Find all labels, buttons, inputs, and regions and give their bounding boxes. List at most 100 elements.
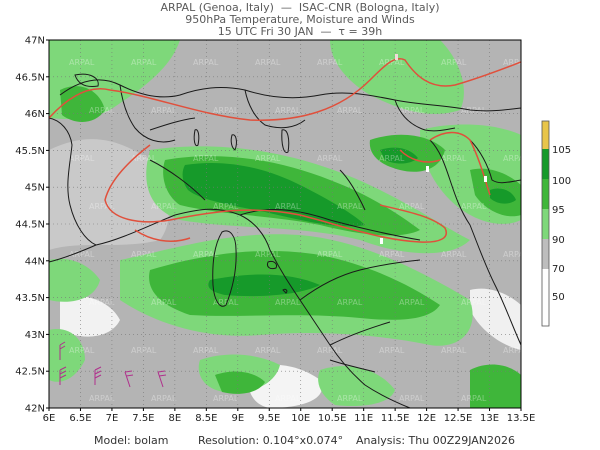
watermark-text: ARPAL	[523, 394, 549, 403]
station-markers	[380, 54, 487, 244]
model-value: bolam	[134, 434, 169, 447]
watermark-text: ARPAL	[89, 298, 115, 307]
watermark-text: ARPAL	[213, 394, 239, 403]
header-institutions: ARPAL (Genoa, Italy) — ISAC-CNR (Bologna…	[160, 1, 440, 14]
watermark-text: ARPAL	[193, 346, 219, 355]
watermark-text: ARPAL	[69, 58, 95, 67]
resolution-label: Resolution:	[198, 434, 260, 447]
lon-tick-label: 9.5E	[258, 413, 280, 424]
watermark-text: ARPAL	[89, 106, 115, 115]
colorbar-segment-105	[542, 121, 549, 149]
watermark-text: ARPAL	[337, 106, 363, 115]
lon-tick-label: 6.5E	[69, 413, 91, 424]
watermark-text: ARPAL	[275, 298, 301, 307]
resolution-value: 0.104°x0.074°	[262, 434, 344, 447]
lon-tick-label: 9E	[231, 413, 244, 424]
colorbar-segment-95	[542, 179, 549, 209]
footer-analysis: Analysis: Thu 00Z29JAN2026	[356, 434, 515, 447]
watermark-text: ARPAL	[131, 154, 157, 163]
watermark-text: ARPAL	[503, 250, 529, 259]
wind-barbs	[59, 341, 167, 388]
lat-tick-label: 43.5N	[15, 293, 45, 304]
watermark-text: ARPAL	[503, 346, 529, 355]
colorbar-segment-50	[542, 269, 549, 326]
footer-model: Model: bolam	[94, 434, 168, 447]
colorbar-label-70: 70	[552, 264, 565, 275]
watermark-text: ARPAL	[441, 346, 467, 355]
lat-tick-label: 46N	[25, 109, 45, 120]
watermark-text: ARPAL	[69, 346, 95, 355]
watermark-layer: ARPAL ARPAL ARPAL ARPAL ARPAL ARPAL ARPAL ARPAL…	[69, 58, 549, 403]
lat-tick-label: 43N	[25, 330, 45, 341]
watermark-text: ARPAL	[151, 202, 177, 211]
watermark-text: ARPAL	[441, 154, 467, 163]
watermark-text: ARPAL	[89, 394, 115, 403]
watermark-text: ARPAL	[317, 58, 343, 67]
lat-tick-label: 44.5N	[15, 220, 45, 231]
lat-tick-label: 47N	[25, 36, 45, 47]
watermark-text: ARPAL	[441, 58, 467, 67]
watermark-text: ARPAL	[441, 250, 467, 259]
lat-tick-label: 45.5N	[15, 146, 45, 157]
watermark-text: ARPAL	[379, 154, 405, 163]
footer-resolution: Resolution: 0.104°x0.074°	[198, 434, 343, 447]
watermark-text: ARPAL	[131, 58, 157, 67]
lon-tick-label: 13E	[480, 413, 499, 424]
lon-tick-label: 12E	[417, 413, 436, 424]
watermark-text: ARPAL	[131, 346, 157, 355]
watermark-text: ARPAL	[255, 58, 281, 67]
colorbar: 105 100 95 90 70 50	[541, 120, 571, 327]
lon-tick-label: 12.5E	[444, 413, 473, 424]
model-label: Model:	[94, 434, 131, 447]
watermark-text: ARPAL	[193, 58, 219, 67]
watermark-text: ARPAL	[461, 394, 487, 403]
watermark-text: ARPAL	[399, 298, 425, 307]
watermark-text: ARPAL	[255, 154, 281, 163]
lon-tick-label: 11.5E	[381, 413, 410, 424]
temperature-isolines	[49, 58, 521, 243]
watermark-text: ARPAL	[317, 154, 343, 163]
watermark-text: ARPAL	[337, 298, 363, 307]
lon-tick-label: 13.5E	[507, 413, 536, 424]
watermark-text: ARPAL	[317, 346, 343, 355]
watermark-text: ARPAL	[131, 250, 157, 259]
colorbar-label-50: 50	[552, 292, 565, 303]
lon-tick-label: 7E	[106, 413, 119, 424]
watermark-text: ARPAL	[503, 154, 529, 163]
header-field-title: 950hPa Temperature, Moisture and Winds	[185, 13, 415, 26]
watermark-text: ARPAL	[151, 298, 177, 307]
watermark-text: ARPAL	[379, 58, 405, 67]
watermark-text: ARPAL	[399, 106, 425, 115]
watermark-text: ARPAL	[69, 250, 95, 259]
watermark-text: ARPAL	[213, 202, 239, 211]
lon-tick-label: 7.5E	[132, 413, 154, 424]
lon-tick-label: 10E	[291, 413, 310, 424]
colorbar-label-95: 95	[552, 205, 565, 216]
lon-tick-label: 11E	[354, 413, 373, 424]
watermark-text: ARPAL	[151, 394, 177, 403]
header-valid-time: 15 UTC Fri 30 JAN — τ = 39h	[217, 25, 383, 38]
lat-tick-label: 42N	[25, 404, 45, 415]
watermark-text: ARPAL	[255, 346, 281, 355]
moisture-field	[49, 40, 521, 408]
watermark-text: ARPAL	[255, 250, 281, 259]
lat-lon-grid	[49, 40, 521, 408]
colorbar-label-105: 105	[552, 145, 571, 156]
colorbar-segment-100	[542, 149, 549, 179]
lat-tick-label: 44N	[25, 256, 45, 267]
colorbar-label-90: 90	[552, 235, 565, 246]
colorbar-label-100: 100	[552, 176, 571, 187]
watermark-text: ARPAL	[399, 202, 425, 211]
lon-tick-label: 8.5E	[195, 413, 217, 424]
watermark-text: ARPAL	[193, 154, 219, 163]
lat-tick-label: 42.5N	[15, 367, 45, 378]
watermark-text: ARPAL	[89, 202, 115, 211]
colorbar-segment-90	[542, 209, 549, 239]
lon-tick-label: 10.5E	[318, 413, 347, 424]
lat-tick-label: 46.5N	[15, 72, 45, 83]
watermark-text: ARPAL	[523, 106, 549, 115]
lon-tick-label: 8E	[169, 413, 182, 424]
lat-tick-label: 45N	[25, 183, 45, 194]
watermark-text: ARPAL	[503, 58, 529, 67]
